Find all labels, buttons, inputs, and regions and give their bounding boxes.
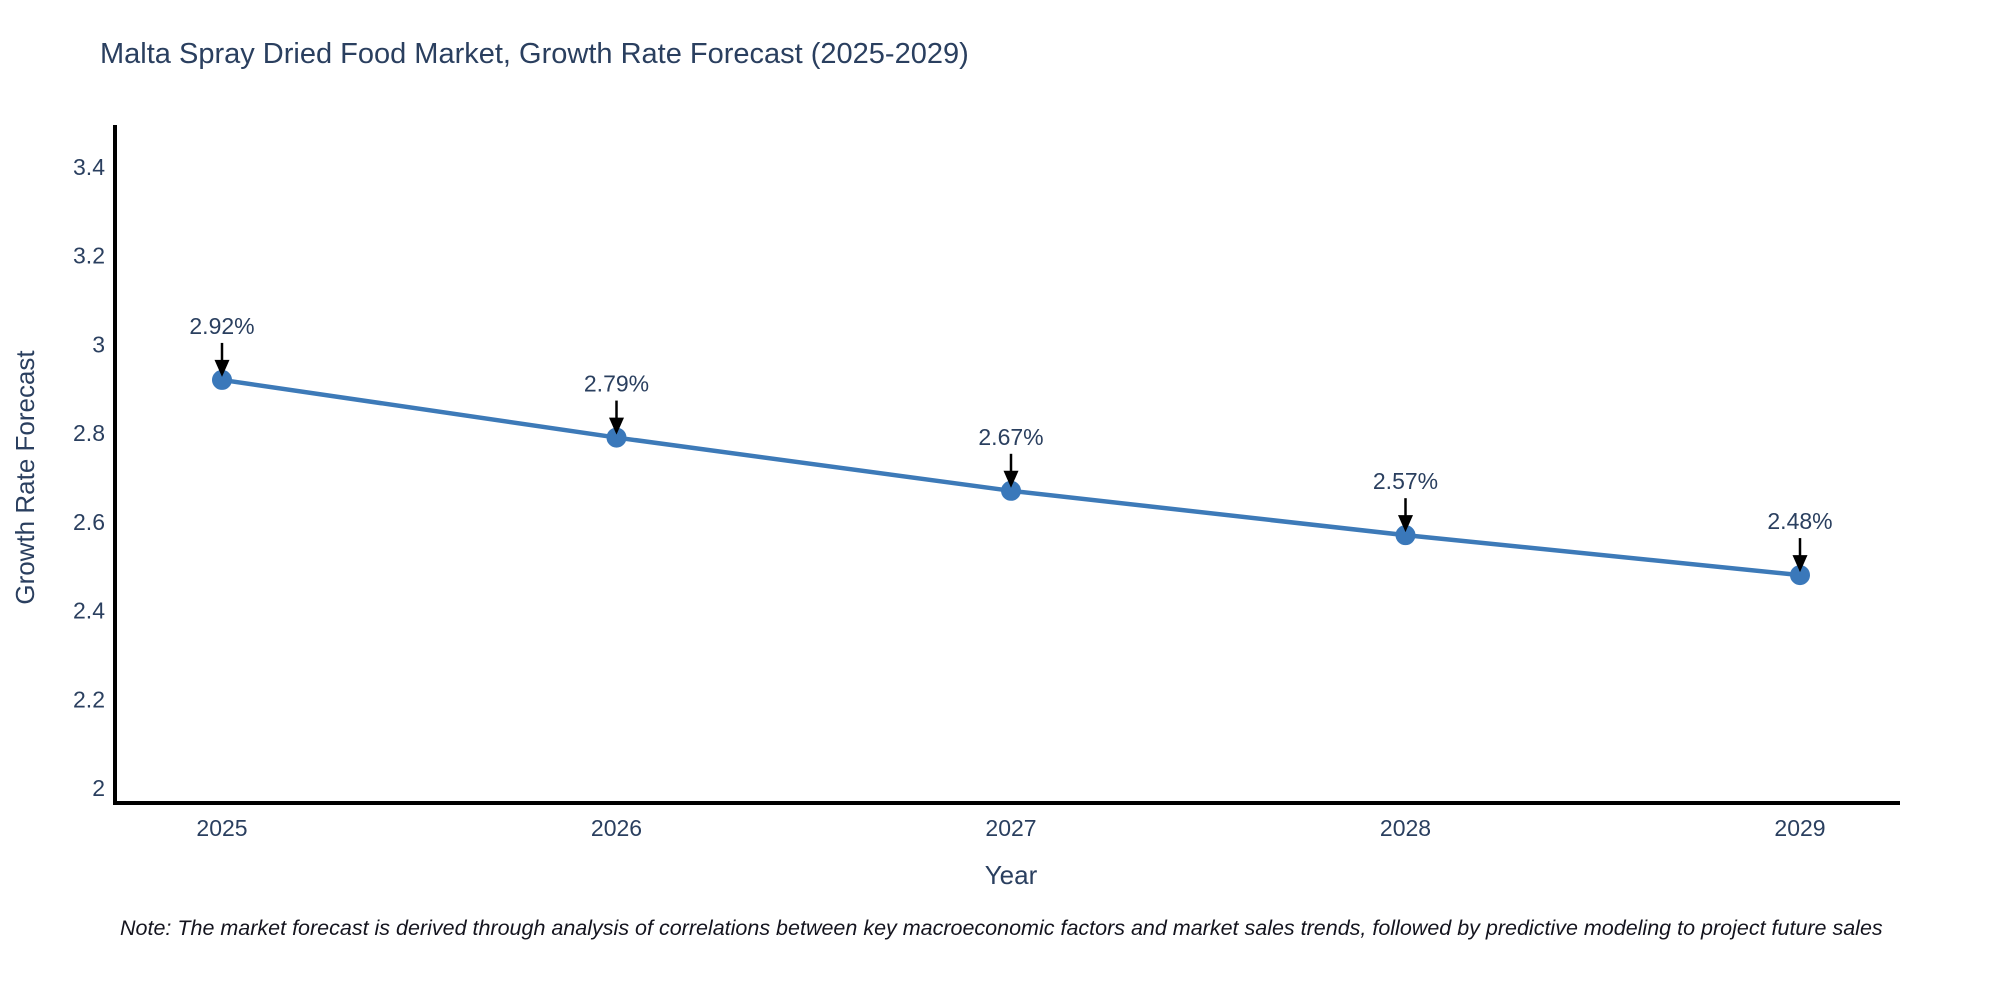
y-tick-label: 3 — [92, 331, 105, 357]
footnote: Note: The market forecast is derived thr… — [120, 916, 1883, 940]
annotation-arrowhead — [1398, 515, 1413, 533]
x-tick-label: 2027 — [985, 815, 1036, 841]
x-tick-label: 2028 — [1380, 815, 1431, 841]
y-tick-label: 2 — [92, 775, 105, 801]
annotation-arrowhead — [214, 359, 230, 377]
y-tick-label: 3.2 — [73, 243, 105, 269]
annotation-arrowhead — [609, 417, 624, 435]
annotation-label: 2.67% — [978, 424, 1043, 450]
y-tick-label: 2.4 — [73, 598, 105, 624]
x-tick-label: 2029 — [1774, 815, 1825, 841]
y-tick-label: 2.2 — [73, 686, 105, 712]
annotation-label: 2.57% — [1373, 468, 1438, 494]
annotation-arrowhead — [1003, 470, 1019, 488]
annotation-label: 2.79% — [584, 371, 649, 397]
y-tick-label: 2.6 — [73, 509, 105, 535]
annotation-arrowhead — [1792, 555, 1808, 573]
x-tick-label: 2026 — [591, 815, 642, 841]
chart-title: Malta Spray Dried Food Market, Growth Ra… — [100, 38, 969, 70]
annotation-label: 2.48% — [1767, 508, 1832, 534]
x-axis-title: Year — [985, 860, 1038, 890]
y-tick-label: 3.4 — [73, 154, 105, 180]
y-axis-title: Growth Rate Forecast — [10, 350, 40, 605]
annotation-label: 2.92% — [189, 313, 254, 339]
x-tick-label: 2025 — [196, 815, 247, 841]
y-tick-label: 2.8 — [73, 420, 105, 446]
